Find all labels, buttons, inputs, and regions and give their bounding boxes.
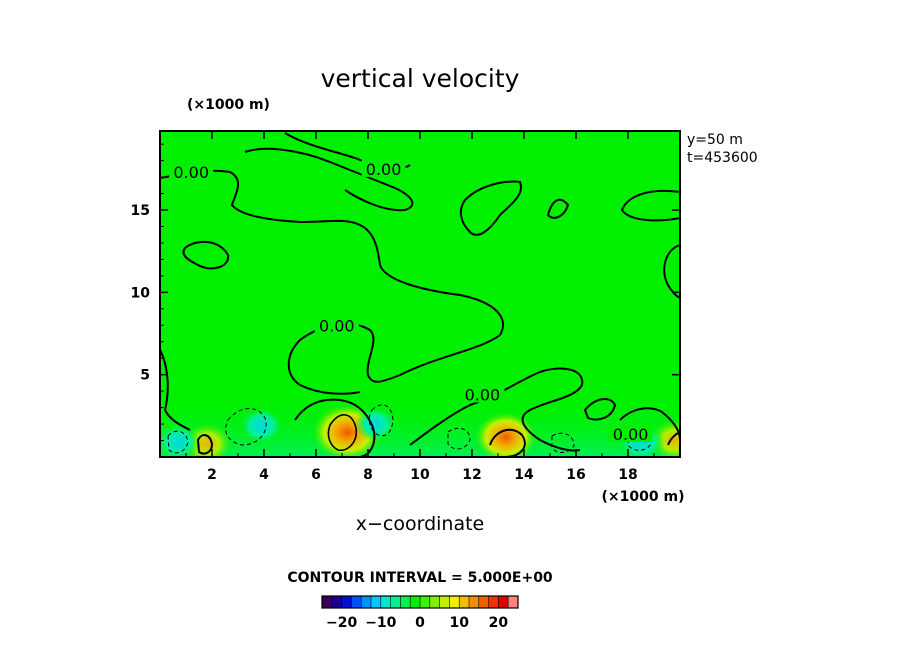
colorbar-segment [390,596,401,608]
info-y-position: y=50 m [687,132,743,148]
colorbar-segment [341,596,352,608]
plot-area: 0.00 0.00 0.00 0.00 0.00 [160,131,680,457]
colorbar-tick-label: −10 [365,615,396,631]
colorbar-frame [321,595,519,609]
x-tick-label: 4 [259,467,269,483]
negative-feature [160,423,201,457]
colorbar-segment [478,596,490,608]
colorbar-segment [459,596,470,608]
contour-label: 0.00 [465,385,501,404]
colorbar-segment [469,596,480,608]
feature-layer [160,403,680,457]
negative-contour [627,428,653,451]
negative-contour [368,404,394,437]
x-axis-label: x−coordinate [356,513,485,535]
x-tick-label: 18 [618,467,637,483]
contour-line [619,407,680,441]
x-tick-label: 12 [462,467,481,483]
colorbar-tick-label: 20 [489,615,509,631]
negative-contour [167,430,189,454]
contour-line [489,428,526,457]
contour-line [327,414,358,452]
contour-line [294,398,376,457]
contour-line [620,189,680,222]
contour-lines [160,132,680,457]
colorbar-tick-label: 10 [449,615,469,631]
contour-label: 0.00 [366,160,402,179]
contour-line [546,198,570,219]
colorbar-segment [351,596,362,608]
negative-feature [239,407,284,445]
colorbar-segment [371,596,382,608]
y-unit-label: (×1000 m) [187,97,270,113]
contour-interval-text: CONTOUR INTERVAL = 5.000E+00 [287,570,553,586]
negative-contour [447,427,471,450]
colorbar-tick-label: −20 [326,615,357,631]
negative-contour [225,408,267,446]
colorbar-segment [439,596,450,608]
colorbar-segment [410,596,421,608]
contour-label: 0.00 [319,316,355,335]
contour-line [409,367,584,452]
contour-line [196,434,214,455]
y-tick-label: 15 [131,203,150,219]
contour-label-bg [361,158,406,177]
x-tick-label: 6 [311,467,321,483]
contour-line [182,240,230,270]
contour-label-bg [169,162,214,181]
x-tick-label: 16 [566,467,585,483]
x-tick-label: 8 [363,467,373,483]
contour-label-bg [460,384,505,403]
y-tick-label: 5 [140,368,150,384]
contour-line [244,147,414,212]
contour-label-layer: 0.00 0.00 0.00 0.00 0.00 [169,158,653,444]
colorbar: −20 −10 0 10 20 [321,595,519,631]
colorbar-segment [498,596,509,608]
contour-line [583,398,617,421]
negative-feature [354,406,397,442]
x-tick-label: 2 [207,467,217,483]
x-tick-label: 10 [410,467,430,483]
contour-label-bg [314,315,359,334]
info-time: t=453600 [687,150,758,166]
colorbar-segment [508,596,519,608]
colorbar-segment [400,596,411,608]
colorbar-segment [488,596,499,608]
negative-contours [167,404,653,454]
colorbar-segment [429,596,441,608]
contour-line [459,180,522,236]
colorbar-segment [449,596,460,608]
x-tick-label: 14 [514,467,534,483]
positive-feature [475,412,537,457]
colorbar-segment [331,596,343,608]
y-tick-label: 10 [131,285,151,301]
colorbar-segment [322,596,333,608]
colorbar-segment [361,596,372,608]
contour-label: 0.00 [173,163,209,182]
colorbar-tick-label: 0 [415,615,425,631]
contour-label: 0.00 [613,425,649,444]
contour-line [663,244,680,299]
axes-layer: 2 4 6 8 10 12 14 16 18 5 10 15 [131,131,680,483]
chart-title: vertical velocity [321,64,520,93]
negative-contour [551,432,575,453]
contour-line [160,349,191,431]
contour-label-bg [608,423,653,442]
colorbar-segment [380,596,392,608]
colorbar-segment [420,596,431,608]
x-unit-label: (×1000 m) [602,489,685,505]
field-bottom-shading [160,395,680,457]
